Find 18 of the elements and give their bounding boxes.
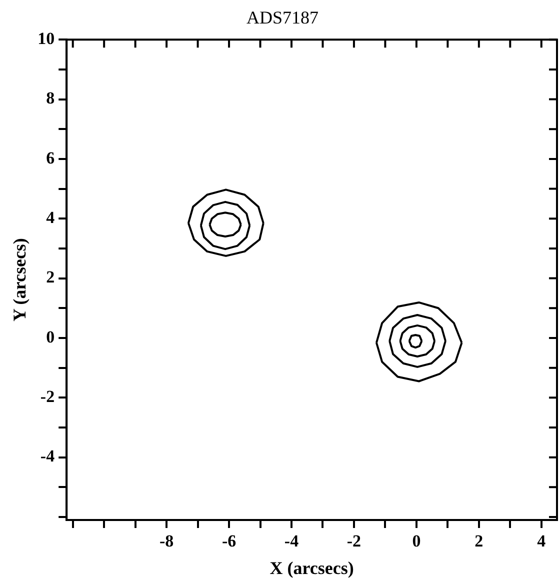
chart-title: ADS7187 bbox=[246, 8, 319, 28]
x-tick-label: -6 bbox=[222, 532, 236, 551]
x-tick-label: 0 bbox=[412, 532, 421, 551]
x-tick-label: -8 bbox=[159, 532, 174, 551]
x-tick-label: -2 bbox=[346, 532, 362, 551]
y-tick-label: 4 bbox=[46, 208, 56, 228]
y-tick-label: 0 bbox=[46, 327, 55, 346]
x-tick-label: 2 bbox=[474, 532, 484, 551]
y-tick-label: 2 bbox=[46, 268, 55, 287]
x-tick-label: 4 bbox=[537, 532, 546, 551]
y-tick-label: 8 bbox=[46, 88, 55, 108]
x-axis-title: X (arcsecs) bbox=[270, 558, 354, 578]
y-tick-label: -4 bbox=[40, 446, 56, 466]
x-tick-label: -4 bbox=[284, 532, 300, 551]
y-tick-label: 10 bbox=[38, 28, 55, 48]
y-tick-label: 6 bbox=[46, 148, 55, 168]
y-axis-title: Y (arcsecs) bbox=[9, 238, 30, 322]
y-tick-label: -2 bbox=[40, 387, 55, 406]
